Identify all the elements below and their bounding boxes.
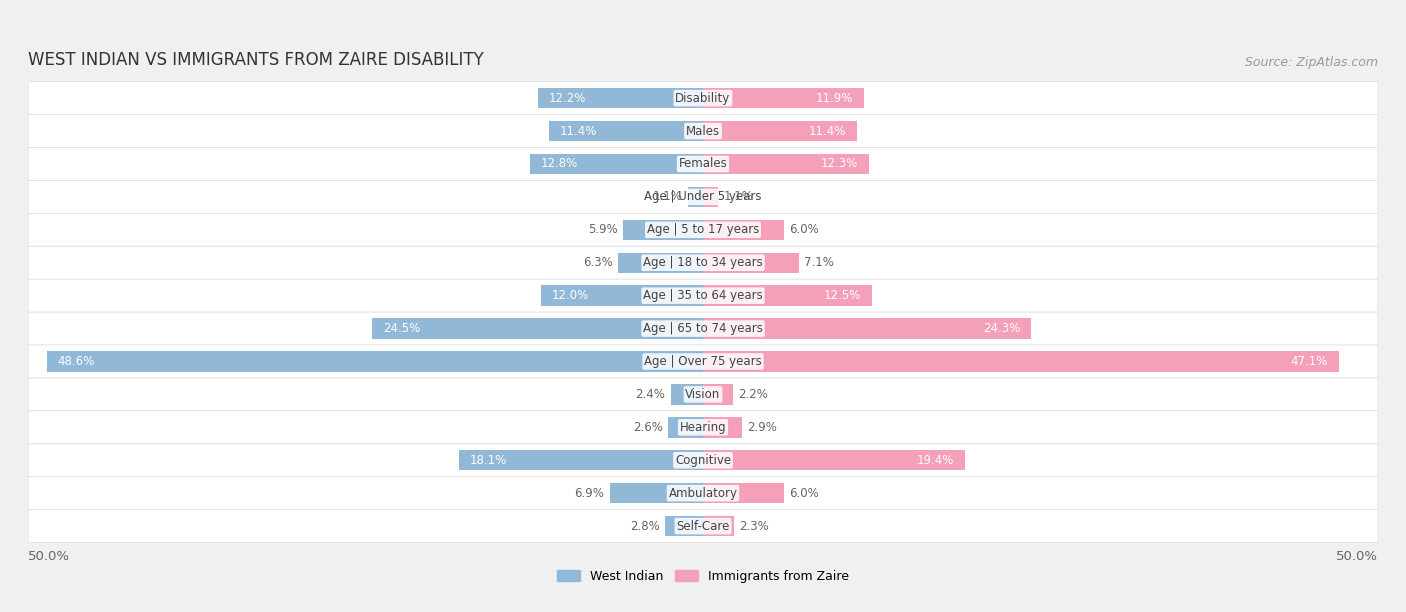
FancyBboxPatch shape (28, 444, 1378, 477)
Text: 6.3%: 6.3% (583, 256, 613, 269)
Text: Males: Males (686, 125, 720, 138)
Bar (703, 450, 965, 471)
Text: Age | Under 5 years: Age | Under 5 years (644, 190, 762, 203)
FancyBboxPatch shape (28, 147, 1378, 181)
FancyBboxPatch shape (28, 345, 1378, 378)
Text: Age | Over 75 years: Age | Over 75 years (644, 355, 762, 368)
Text: 6.0%: 6.0% (789, 223, 820, 236)
Text: 7.1%: 7.1% (804, 256, 834, 269)
Text: Source: ZipAtlas.com: Source: ZipAtlas.com (1244, 56, 1378, 69)
Bar (610, 483, 703, 504)
Text: 1.1%: 1.1% (652, 190, 683, 203)
Text: 47.1%: 47.1% (1291, 355, 1327, 368)
Text: Age | 65 to 74 years: Age | 65 to 74 years (643, 322, 763, 335)
Bar (703, 285, 872, 306)
Text: WEST INDIAN VS IMMIGRANTS FROM ZAIRE DISABILITY: WEST INDIAN VS IMMIGRANTS FROM ZAIRE DIS… (28, 51, 484, 69)
Text: 6.9%: 6.9% (575, 487, 605, 499)
Text: 24.3%: 24.3% (983, 322, 1021, 335)
Bar (703, 253, 799, 273)
Text: Age | 35 to 64 years: Age | 35 to 64 years (643, 289, 763, 302)
Bar (623, 220, 703, 240)
Bar (458, 450, 703, 471)
Text: 12.5%: 12.5% (824, 289, 860, 302)
Bar (688, 187, 703, 207)
Bar (703, 187, 718, 207)
Bar (46, 351, 703, 371)
Text: 50.0%: 50.0% (28, 550, 70, 563)
Text: 2.4%: 2.4% (636, 388, 665, 401)
Text: 2.9%: 2.9% (748, 421, 778, 434)
Text: 5.9%: 5.9% (588, 223, 619, 236)
Text: 11.4%: 11.4% (560, 125, 598, 138)
Bar (703, 154, 869, 174)
Bar (703, 220, 785, 240)
Bar (550, 121, 703, 141)
Text: Age | 18 to 34 years: Age | 18 to 34 years (643, 256, 763, 269)
Text: 2.6%: 2.6% (633, 421, 662, 434)
Text: 11.9%: 11.9% (815, 92, 853, 105)
Bar (671, 384, 703, 405)
Text: Self-Care: Self-Care (676, 520, 730, 532)
FancyBboxPatch shape (28, 477, 1378, 510)
Text: 24.5%: 24.5% (382, 322, 420, 335)
Text: 2.3%: 2.3% (740, 520, 769, 532)
FancyBboxPatch shape (28, 411, 1378, 444)
Text: 12.8%: 12.8% (541, 157, 578, 171)
Bar (703, 351, 1339, 371)
FancyBboxPatch shape (28, 246, 1378, 279)
Bar (703, 417, 742, 438)
Text: 50.0%: 50.0% (1336, 550, 1378, 563)
Text: 12.0%: 12.0% (551, 289, 589, 302)
Bar (703, 483, 785, 504)
Bar (703, 88, 863, 108)
Text: 12.3%: 12.3% (821, 157, 858, 171)
Bar (703, 384, 733, 405)
Text: 6.0%: 6.0% (789, 487, 820, 499)
Bar (703, 318, 1031, 339)
Bar (541, 285, 703, 306)
Bar (665, 516, 703, 536)
Bar (373, 318, 703, 339)
Text: 2.8%: 2.8% (630, 520, 659, 532)
FancyBboxPatch shape (28, 312, 1378, 345)
Text: 11.4%: 11.4% (808, 125, 846, 138)
Legend: West Indian, Immigrants from Zaire: West Indian, Immigrants from Zaire (557, 570, 849, 583)
Bar (538, 88, 703, 108)
FancyBboxPatch shape (28, 81, 1378, 114)
Bar (668, 417, 703, 438)
Text: 2.2%: 2.2% (738, 388, 768, 401)
Text: Hearing: Hearing (679, 421, 727, 434)
Bar (619, 253, 703, 273)
FancyBboxPatch shape (28, 378, 1378, 411)
Text: 1.1%: 1.1% (723, 190, 754, 203)
Text: Vision: Vision (685, 388, 721, 401)
FancyBboxPatch shape (28, 114, 1378, 147)
Text: 18.1%: 18.1% (470, 453, 506, 467)
Text: Females: Females (679, 157, 727, 171)
Text: 12.2%: 12.2% (550, 92, 586, 105)
Text: 48.6%: 48.6% (58, 355, 96, 368)
FancyBboxPatch shape (28, 510, 1378, 543)
Bar (703, 516, 734, 536)
FancyBboxPatch shape (28, 279, 1378, 312)
Text: Disability: Disability (675, 92, 731, 105)
Bar (530, 154, 703, 174)
Text: Cognitive: Cognitive (675, 453, 731, 467)
FancyBboxPatch shape (28, 181, 1378, 214)
Text: Age | 5 to 17 years: Age | 5 to 17 years (647, 223, 759, 236)
Text: Ambulatory: Ambulatory (668, 487, 738, 499)
Bar (703, 121, 856, 141)
FancyBboxPatch shape (28, 214, 1378, 246)
Text: 19.4%: 19.4% (917, 453, 955, 467)
